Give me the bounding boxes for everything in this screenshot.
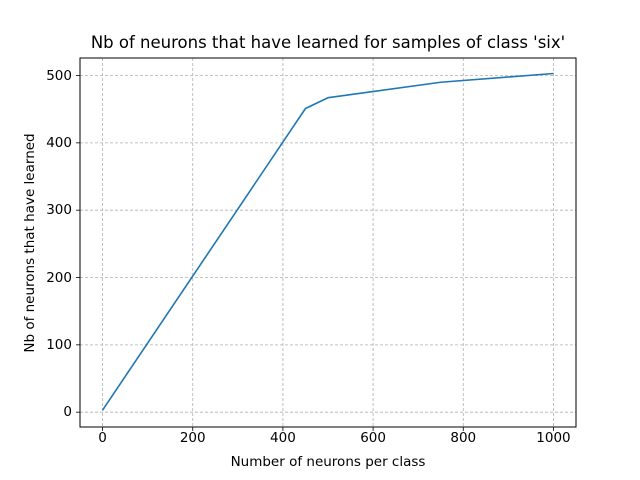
y-tick-label: 200 [46,269,72,286]
x-tick-label: 0 [98,430,107,446]
tick-marks [76,75,554,431]
data-line-six [101,72,554,411]
y-tick-label: 100 [46,336,72,353]
y-tick-label: 300 [46,202,72,219]
x-tick-label: 800 [450,430,477,446]
grid-lines [80,58,576,427]
chart-title: Nb of neurons that have learned for samp… [90,33,566,52]
x-tick-label: 400 [270,430,296,446]
x-tick-label: 600 [360,430,386,446]
y-tick-label: 400 [46,134,72,151]
x-tick-label: 200 [179,430,206,446]
y-axis-label: Nb of neurons that have learned [22,133,38,353]
y-tick-label: 500 [46,67,72,84]
x-axis-label: Number of neurons per class [230,454,426,470]
y-tick-label: 0 [63,404,72,421]
plot-frame [79,57,577,428]
x-tick-label: 1000 [536,430,571,446]
